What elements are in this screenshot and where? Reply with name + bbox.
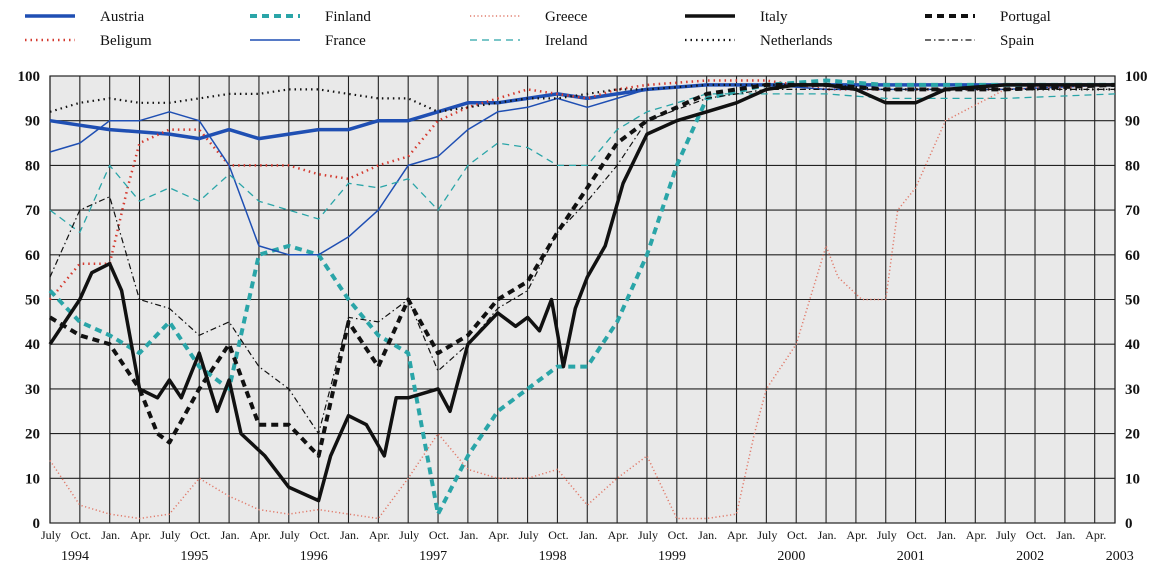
legend-label-greece: Greece [545, 9, 588, 25]
x-month-label: Jan. [937, 528, 956, 542]
x-month-label: July [877, 528, 897, 542]
series-finland [48, 78, 1115, 517]
series-ireland [49, 93, 1116, 234]
y-tick-label-right: 20 [1125, 427, 1140, 443]
legend-label-ireland: Ireland [545, 33, 588, 49]
x-month-label: July [638, 528, 658, 542]
x-month-label: Jan. [1056, 528, 1075, 542]
x-year-label: 1998 [539, 549, 567, 564]
x-year-label: 1997 [419, 549, 447, 564]
legend-label-spain: Spain [1000, 33, 1035, 49]
x-month-label: Apr. [488, 528, 509, 542]
y-tick-label-right: 40 [1125, 337, 1140, 353]
y-tick-label-right: 80 [1125, 158, 1140, 174]
x-month-label: Jan. [340, 528, 359, 542]
x-month-label: July [280, 528, 300, 542]
x-month-label: Oct. [71, 528, 91, 542]
y-tick-label-left: 40 [25, 337, 40, 353]
y-tick-label-right: 50 [1125, 293, 1140, 309]
x-year-label: 2003 [1106, 549, 1134, 564]
y-tick-label-left: 30 [25, 382, 40, 398]
series-italy [48, 83, 1115, 503]
x-month-label: July [41, 528, 61, 542]
x-month-label: Apr. [369, 528, 390, 542]
x-month-label: July [519, 528, 539, 542]
y-tick-label-left: 50 [25, 293, 40, 309]
x-month-label: Jan. [101, 528, 120, 542]
x-month-label: Jan. [698, 528, 717, 542]
y-tick-label-left: 70 [25, 203, 40, 219]
x-month-label: Oct. [190, 528, 210, 542]
series-spain [49, 88, 1115, 435]
x-month-label: Oct. [1026, 528, 1046, 542]
x-month-label: July [160, 528, 180, 542]
x-month-label: Oct. [429, 528, 449, 542]
y-tick-label-right: 30 [1125, 382, 1140, 398]
x-month-label: Apr. [727, 528, 748, 542]
series-portugal [48, 82, 1116, 458]
x-month-label: July [996, 528, 1016, 542]
x-month-label: Jan. [818, 528, 837, 542]
y-tick-label-left: 60 [25, 248, 40, 264]
y-tick-label-right: 60 [1125, 248, 1140, 264]
x-month-label: Jan. [579, 528, 598, 542]
x-month-label: July [399, 528, 419, 542]
x-month-label: Oct. [906, 528, 926, 542]
legend-label-portugal: Portugal [1000, 9, 1051, 25]
x-month-label: July [757, 528, 777, 542]
y-tick-label-left: 80 [25, 158, 40, 174]
x-month-label: Apr. [846, 528, 867, 542]
y-tick-label-right: 100 [1125, 69, 1148, 85]
series-france [49, 84, 1116, 256]
y-tick-label-right: 70 [1125, 203, 1140, 219]
legend-label-france: France [325, 33, 366, 49]
legend-label-austria: Austria [100, 9, 145, 25]
x-month-label: Apr. [608, 528, 629, 542]
y-tick-label-left: 100 [18, 69, 41, 85]
x-month-label: Oct. [548, 528, 568, 542]
x-year-label: 2000 [777, 549, 805, 564]
x-month-label: Apr. [249, 528, 270, 542]
y-tick-label-left: 10 [25, 471, 40, 487]
legend-label-finland: Finland [325, 9, 371, 25]
x-year-label: 1994 [61, 549, 89, 564]
x-month-label: Apr. [1085, 528, 1106, 542]
x-month-label: Oct. [787, 528, 807, 542]
y-tick-label-right: 90 [1125, 114, 1140, 130]
x-month-label: Jan. [221, 528, 240, 542]
series-netherlands [49, 83, 1115, 113]
axes: 0 0 10 10 20 20 30 30 40 40 50 50 60 60 70 70 80 80 90 90 10… [18, 69, 1148, 564]
x-year-label: 2001 [897, 549, 925, 564]
y-tick-label-left: 0 [33, 516, 41, 532]
y-tick-label-right: 10 [1125, 471, 1140, 487]
x-year-label: 1999 [658, 549, 686, 564]
x-month-label: Oct. [668, 528, 688, 542]
y-tick-label-left: 90 [25, 114, 40, 130]
legend-label-beligum: Beligum [100, 33, 152, 49]
x-month-label: Oct. [309, 528, 329, 542]
legend-label-netherlands: Netherlands [760, 33, 833, 49]
x-year-label: 1996 [300, 549, 328, 564]
x-year-label: 1995 [180, 549, 208, 564]
x-month-label: Apr. [130, 528, 151, 542]
y-tick-label-right: 0 [1125, 516, 1133, 532]
legend-label-italy: Italy [760, 9, 788, 25]
series-beligum [49, 79, 1116, 301]
y-tick-label-left: 20 [25, 427, 40, 443]
series-lines [48, 78, 1116, 520]
x-month-label: Apr. [966, 528, 987, 542]
x-month-label: Jan. [459, 528, 478, 542]
legend: Austria Finland Greece Italy Portugal Beligum… [25, 9, 1051, 49]
x-year-label: 2002 [1016, 549, 1044, 564]
